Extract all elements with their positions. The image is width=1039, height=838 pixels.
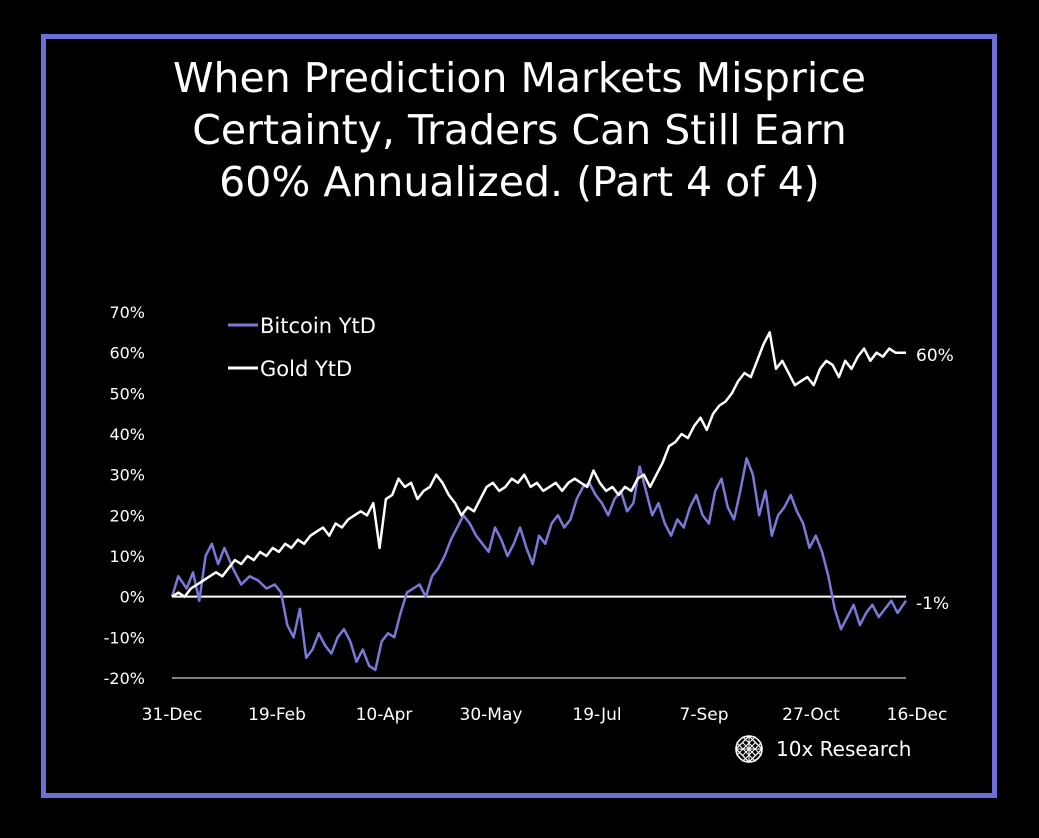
x-tick-label: 30-May [460, 705, 523, 725]
x-tick-label: 27-Oct [782, 705, 840, 725]
x-tick-label: 10-Apr [356, 705, 413, 725]
y-tick-label: 60% [109, 344, 145, 363]
y-tick-label: 0% [120, 588, 145, 607]
y-tick-label: -10% [104, 628, 145, 647]
series-line-bitcoin [170, 457, 908, 672]
legend-label-gold: Gold YtD [260, 357, 352, 381]
y-tick-label: 10% [109, 547, 145, 566]
x-tick-label: 19-Feb [248, 705, 306, 725]
brand-name: 10x Research [776, 737, 912, 761]
title-line-1: When Prediction Markets Misprice [173, 54, 866, 102]
x-tick-label: 31-Dec [142, 705, 203, 725]
chart-frame [41, 34, 997, 798]
x-axis-ticks: 31-Dec 19-Feb 10-Apr 30-May 19-Jul 7-Sep 27-Oc… [142, 705, 948, 725]
y-tick-label: 40% [109, 425, 145, 444]
legend-label-bitcoin: Bitcoin YtD [260, 314, 376, 338]
end-label-gold: 60% [916, 346, 954, 366]
x-tick-label: 7-Sep [680, 705, 729, 725]
title-line-2: Certainty, Traders Can Still Earn [192, 106, 847, 154]
y-axis-ticks: 70% 60% 50% 40% 30% 20% 10% 0% -10% -20% [104, 303, 145, 688]
chart-title: When Prediction Markets Misprice Certain… [0, 52, 1039, 208]
series-line-gold [171, 331, 906, 598]
x-tick-label: 16-Dec [887, 705, 948, 725]
y-tick-label: 50% [109, 384, 145, 403]
x-tick-label: 19-Jul [572, 705, 621, 725]
end-label-bitcoin: -1% [916, 594, 949, 614]
lattice-logo-icon [735, 735, 763, 763]
y-tick-label: -20% [104, 669, 145, 688]
y-tick-label: 20% [109, 506, 145, 525]
title-line-3: 60% Annualized. (Part 4 of 4) [219, 158, 820, 206]
y-tick-label: 30% [109, 466, 145, 485]
legend: Bitcoin YtD Gold YtD [228, 314, 376, 381]
brand: 10x Research [734, 734, 911, 764]
y-tick-label: 70% [109, 303, 145, 322]
